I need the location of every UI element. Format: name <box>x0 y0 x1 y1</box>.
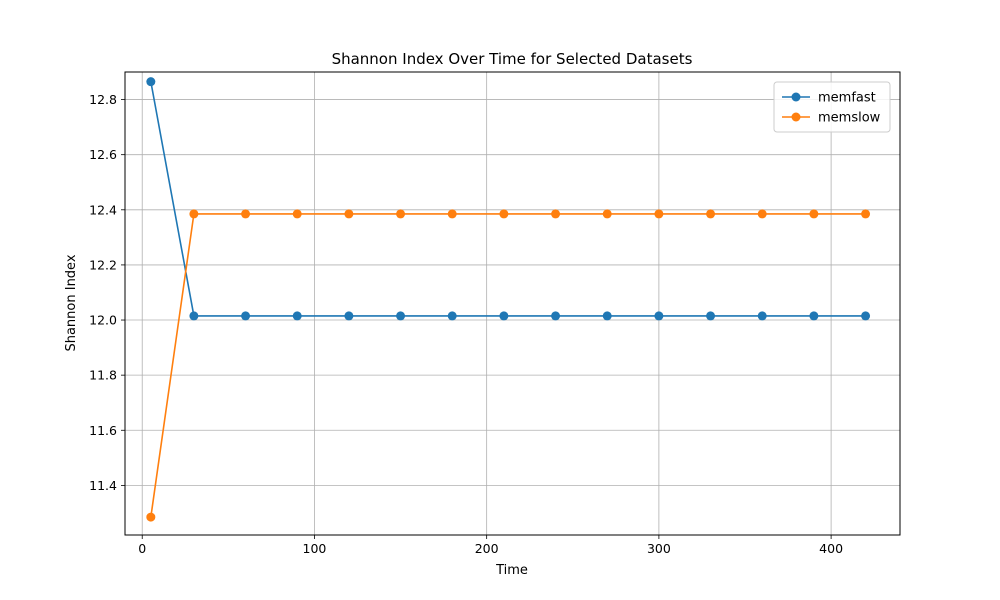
series-layer <box>146 77 871 522</box>
memslow-point-11 <box>706 209 716 219</box>
legend-box <box>773 81 891 133</box>
memfast-point-8 <box>551 311 561 321</box>
memfast-point-6 <box>447 311 457 321</box>
chart-title: Shannon Index Over Time for Selected Dat… <box>332 50 693 68</box>
x-tick-label-0: 0 <box>138 541 146 556</box>
x-tick-label-4: 400 <box>819 541 843 556</box>
memfast-point-12 <box>757 311 767 321</box>
legend: memfast memslow <box>773 81 891 133</box>
y-tick-label-0: 11.4 <box>89 478 117 493</box>
y-tick-label-5: 12.4 <box>89 202 117 217</box>
x-axis-label: Time <box>495 563 528 578</box>
grid <box>125 72 900 535</box>
memslow-point-14 <box>861 209 871 219</box>
legend-label-memfast: memfast <box>818 91 876 106</box>
plot-frame <box>124 71 901 536</box>
memfast-point-1 <box>189 311 199 321</box>
memslow-point-6 <box>447 209 457 219</box>
memslow-point-9 <box>602 209 612 219</box>
memfast-point-5 <box>396 311 406 321</box>
memslow-point-10 <box>654 209 664 219</box>
y-tick-label-7: 12.8 <box>89 92 117 107</box>
legend-item-memfast: memfast <box>782 91 876 106</box>
memslow-point-7 <box>499 209 509 219</box>
y-tick-label-1: 11.6 <box>89 423 117 438</box>
legend-marker-memfast <box>791 92 801 102</box>
memfast-point-10 <box>654 311 664 321</box>
memslow-point-1 <box>189 209 199 219</box>
legend-label-memslow: memslow <box>818 111 881 126</box>
memfast-point-9 <box>602 311 612 321</box>
memfast-point-14 <box>861 311 871 321</box>
x-tick-label-1: 100 <box>303 541 327 556</box>
memslow-point-12 <box>757 209 767 219</box>
memslow-point-4 <box>344 209 354 219</box>
memfast-point-11 <box>706 311 716 321</box>
ticks: 0 100 200 300 400 11.4 11.6 11.8 12.0 12.2 12.4 12.… <box>89 92 843 556</box>
y-tick-label-3: 12.0 <box>89 313 117 328</box>
legend-item-memslow: memslow <box>782 111 881 126</box>
memfast-point-7 <box>499 311 509 321</box>
memslow-point-3 <box>292 209 302 219</box>
memfast-point-3 <box>292 311 302 321</box>
x-tick-label-3: 300 <box>647 541 671 556</box>
y-tick-label-2: 11.8 <box>89 368 117 383</box>
y-axis-label: Shannon Index <box>64 254 79 351</box>
memslow-point-5 <box>396 209 406 219</box>
memfast-point-13 <box>809 311 819 321</box>
legend-marker-memslow <box>791 112 801 122</box>
memfast-point-0 <box>146 77 156 87</box>
memslow-point-13 <box>809 209 819 219</box>
memslow-point-8 <box>551 209 561 219</box>
y-tick-label-4: 12.2 <box>89 257 117 272</box>
memfast-point-2 <box>241 311 251 321</box>
y-tick-label-6: 12.6 <box>89 147 117 162</box>
series-memslow <box>146 209 871 522</box>
memfast-point-4 <box>344 311 354 321</box>
series-memfast <box>146 77 871 321</box>
x-tick-label-2: 200 <box>475 541 499 556</box>
memslow-point-0 <box>146 512 156 522</box>
memslow-point-2 <box>241 209 251 219</box>
